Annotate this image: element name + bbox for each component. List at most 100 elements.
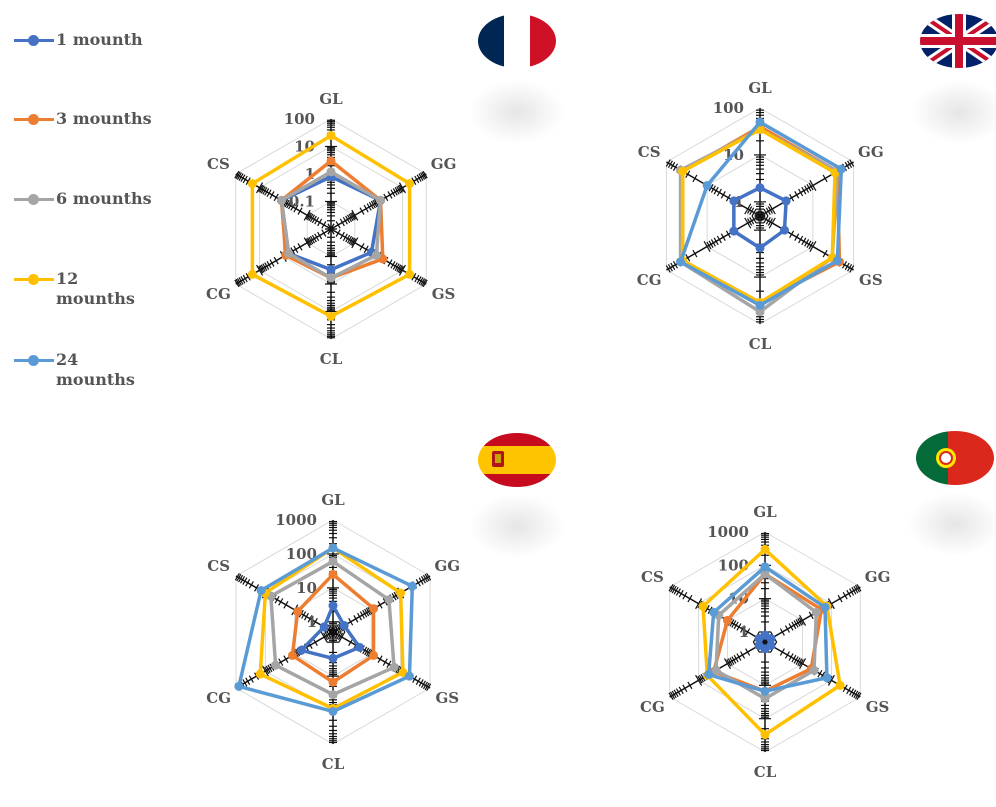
axis-tick [421, 171, 427, 180]
axis-tick [339, 231, 345, 240]
axis-tick [293, 245, 299, 254]
axis-tick [749, 207, 755, 215]
legend-marker [14, 272, 54, 286]
axis-tick [414, 175, 420, 184]
axis-label: GG [858, 143, 884, 161]
axis-tick [851, 689, 857, 698]
axis-label: CL [322, 755, 345, 773]
axis-tick [844, 262, 850, 271]
axis-tick [784, 625, 790, 633]
axis-tick [695, 598, 703, 610]
axis-tick [687, 594, 693, 603]
axis-tick [366, 203, 372, 211]
axis-tick [264, 188, 270, 196]
series [276, 167, 386, 283]
series-point [255, 669, 265, 679]
axis-tick [305, 238, 311, 246]
legend-item: 24 mounths [14, 350, 135, 390]
axis-tick [262, 263, 268, 271]
axis-tick [394, 263, 400, 271]
axis-tick [393, 591, 399, 600]
axis-tick [670, 262, 676, 271]
axis-tick [791, 621, 797, 630]
axis-tick [256, 264, 264, 276]
axis-tick [394, 187, 400, 195]
series [676, 117, 846, 310]
series-point [276, 195, 286, 205]
axis-tick [397, 185, 403, 193]
axis-tick [685, 253, 691, 262]
axis-tick [723, 658, 731, 670]
axis-tick [700, 673, 706, 682]
axis-tick [336, 624, 342, 633]
axis-tick [809, 241, 817, 253]
axis-tick [314, 216, 320, 225]
series-point [832, 256, 842, 266]
axis-tick [799, 658, 807, 670]
axis-tick [238, 574, 244, 583]
axis-tick [317, 218, 323, 227]
axis-tick [283, 655, 289, 663]
axis-label: CG [640, 698, 665, 716]
series [247, 131, 415, 321]
series-point [678, 166, 688, 176]
axis-tick [306, 237, 313, 246]
series [287, 569, 379, 687]
axis-tick [424, 682, 430, 691]
axis-tick [806, 183, 812, 192]
axis-tick [390, 189, 396, 197]
axis-tick [856, 583, 862, 592]
series-point [339, 621, 349, 631]
axis-tick [327, 223, 335, 235]
axis-tick [259, 185, 265, 193]
axis-tick [305, 212, 311, 220]
tick-label: 1 [305, 165, 315, 183]
series [729, 183, 791, 253]
axis-tick [713, 237, 719, 246]
axis-tick [351, 238, 357, 246]
axis-tick [392, 188, 398, 196]
axis-tick [357, 612, 363, 621]
axis-tick [392, 262, 398, 270]
axis-tick [286, 200, 292, 209]
series-point [328, 690, 338, 700]
axis-tick [335, 229, 341, 237]
axis-tick [377, 655, 383, 663]
axis-tick [797, 618, 803, 626]
axis-tick [348, 213, 354, 222]
axis-tick [749, 217, 755, 225]
axis-tick [234, 573, 240, 581]
tick-label: 10 [296, 579, 317, 597]
axis-tick [351, 212, 357, 220]
series-point [328, 706, 338, 716]
flag-shadow [469, 80, 565, 144]
series-point [811, 607, 821, 617]
axis-tick [312, 618, 318, 626]
axis-tick [794, 233, 800, 241]
axis-tick [779, 628, 785, 636]
axis-tick [670, 691, 676, 700]
series-point [328, 543, 338, 553]
axis-tick [398, 265, 404, 274]
axis-tick [258, 265, 264, 274]
axis-tick [245, 677, 251, 686]
axis-tick [362, 609, 368, 618]
axis-tick [853, 585, 859, 594]
legend-marker [14, 33, 54, 47]
series-point [766, 634, 776, 644]
axis-tick [665, 159, 671, 167]
series-point [755, 243, 765, 253]
axis-tick [242, 274, 248, 283]
axis-tick [309, 214, 315, 223]
series-point [760, 544, 770, 554]
axis-tick [799, 614, 807, 626]
axis-tick [794, 191, 800, 199]
series-point [376, 195, 386, 205]
tick-label: 10 [294, 138, 315, 156]
axis-tick [789, 193, 795, 202]
series-point [729, 226, 739, 236]
axis-tick [359, 207, 365, 215]
series-point [296, 645, 306, 655]
series-point [755, 117, 765, 127]
